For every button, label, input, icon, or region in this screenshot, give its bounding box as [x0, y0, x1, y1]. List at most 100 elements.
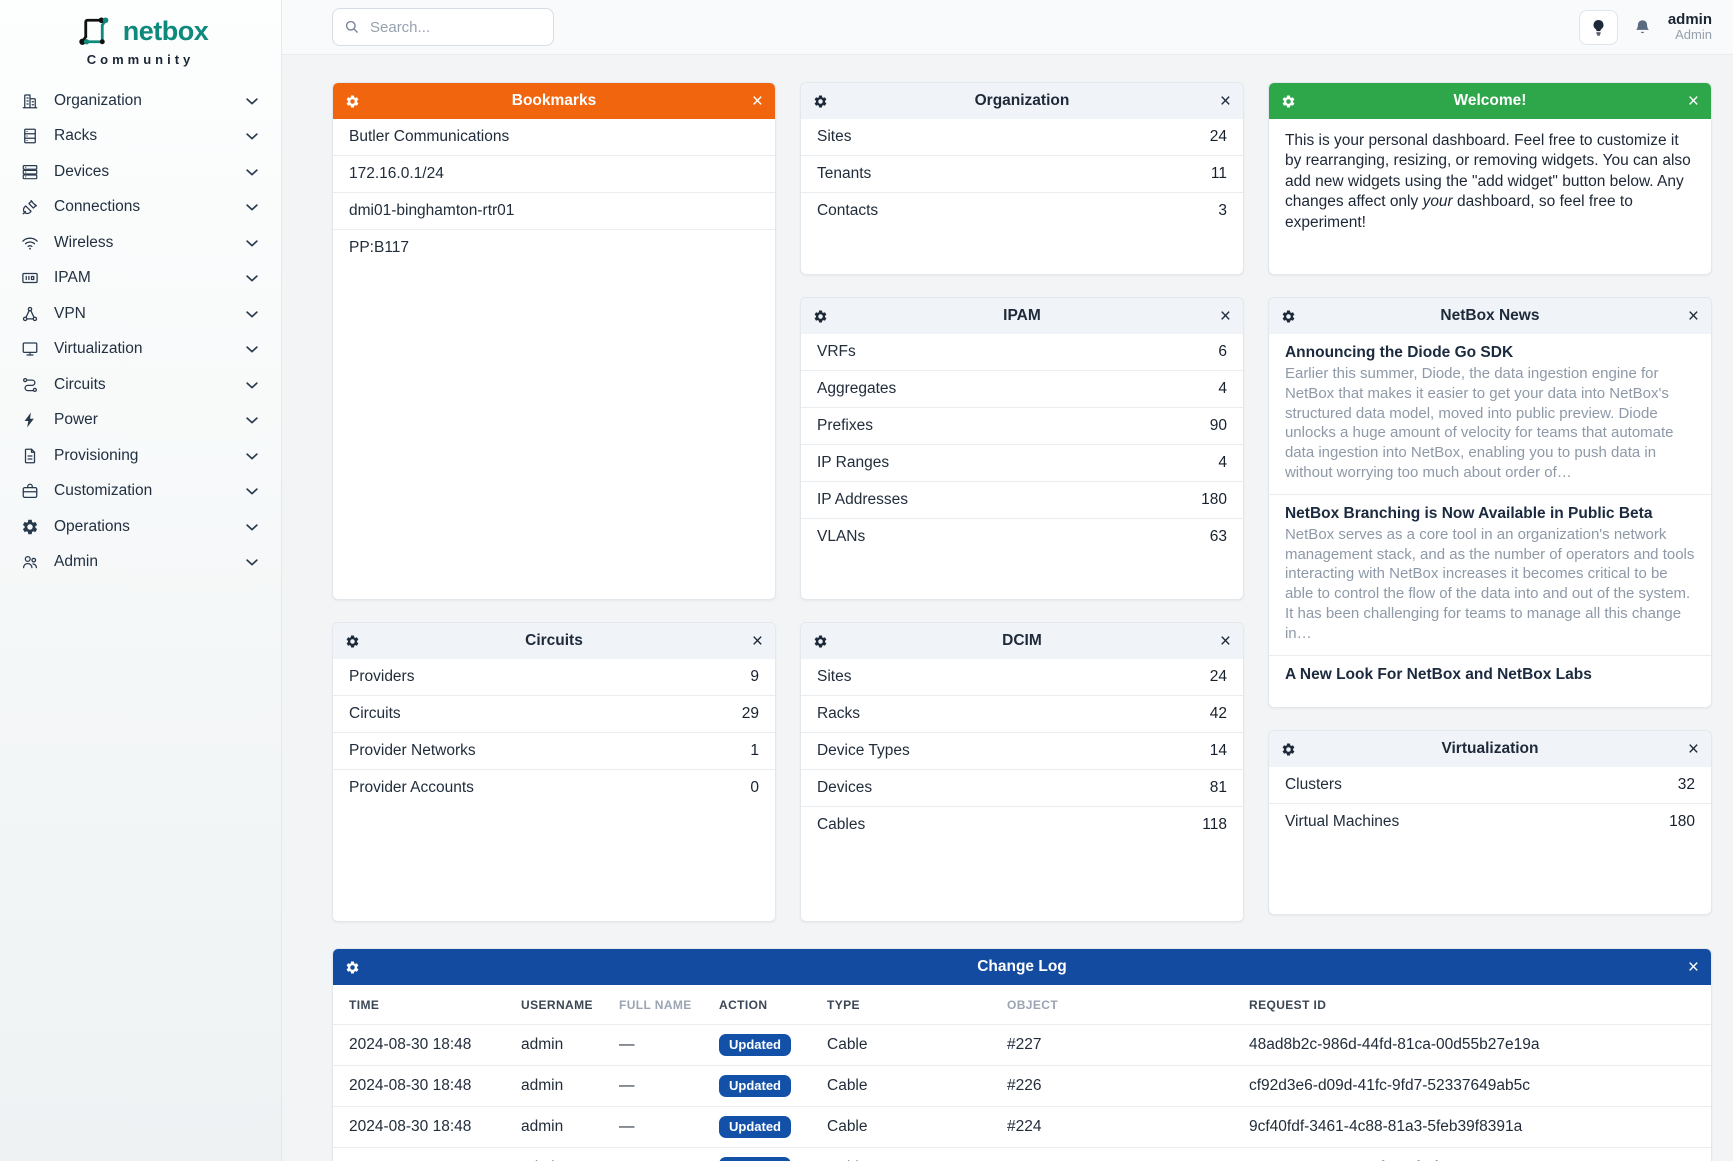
- widget-close-button[interactable]: ×: [1687, 956, 1699, 978]
- widget-config-button[interactable]: [813, 634, 835, 649]
- organization-icon: [21, 92, 39, 110]
- sidebar-item-ipam[interactable]: IPAM: [0, 261, 281, 297]
- sidebar-item-connections[interactable]: Connections: [0, 190, 281, 226]
- sidebar-item-power[interactable]: Power: [0, 403, 281, 439]
- stat-row[interactable]: Aggregates 4: [800, 370, 1243, 407]
- change-object-link[interactable]: #224: [1007, 1106, 1249, 1148]
- stat-label: Circuits: [349, 705, 401, 722]
- stat-row[interactable]: Cables 118: [800, 806, 1243, 843]
- sidebar-item-admin[interactable]: Admin: [0, 545, 281, 581]
- sidebar-item-organization[interactable]: Organization: [0, 83, 281, 119]
- stat-row[interactable]: Contacts 3: [800, 192, 1243, 229]
- stat-row[interactable]: Devices 81: [800, 769, 1243, 806]
- bookmark-item[interactable]: PP:B117: [333, 229, 775, 266]
- search-input[interactable]: [332, 8, 554, 46]
- stat-row[interactable]: Provider Accounts 0: [333, 769, 775, 806]
- stat-row[interactable]: Virtual Machines 180: [1268, 803, 1711, 840]
- widget-title: IPAM: [1003, 307, 1041, 324]
- change-time-link[interactable]: 2024-08-30 18:48: [333, 1024, 521, 1066]
- stat-row[interactable]: IP Ranges 4: [800, 444, 1243, 481]
- sidebar-item-circuits[interactable]: Circuits: [0, 367, 281, 403]
- stat-row[interactable]: IP Addresses 180: [800, 481, 1243, 518]
- change-username: admin: [521, 1147, 619, 1161]
- stat-row[interactable]: VRFs 6: [801, 334, 1243, 370]
- organization-widget-header: Organization ×: [800, 83, 1243, 119]
- sidebar-item-label: Circuits: [54, 375, 106, 393]
- sidebar-item-virtualization[interactable]: Virtualization: [0, 332, 281, 368]
- stat-row[interactable]: Racks 42: [800, 695, 1243, 732]
- widget-close-button[interactable]: ×: [1687, 738, 1699, 760]
- sidebar-item-provisioning[interactable]: Provisioning: [0, 438, 281, 474]
- stat-row[interactable]: Tenants 11: [800, 155, 1243, 192]
- stat-row[interactable]: Device Types 14: [800, 732, 1243, 769]
- sidebar-item-wireless[interactable]: Wireless: [0, 225, 281, 261]
- netbox-logo-link[interactable]: netbox: [0, 12, 281, 50]
- stat-label: Provider Networks: [349, 742, 476, 759]
- widget-config-button[interactable]: [345, 634, 367, 649]
- bookmark-item[interactable]: dmi01-binghamton-rtr01: [333, 192, 775, 229]
- widget-close-button[interactable]: ×: [1219, 630, 1231, 652]
- widget-config-button[interactable]: [1281, 94, 1303, 109]
- stat-row[interactable]: VLANs 63: [800, 518, 1243, 555]
- sidebar-item-label: Admin: [54, 553, 98, 571]
- news-headline-link[interactable]: A New Look For NetBox and NetBox Labs: [1284, 665, 1592, 683]
- stat-label: Clusters: [1284, 776, 1342, 793]
- stat-label: Sites: [816, 668, 852, 685]
- widget-close-button[interactable]: ×: [751, 630, 763, 652]
- dcim-stats: Sites 24 Racks 42 Device Types 14 Device…: [800, 659, 1243, 843]
- news-headline-link[interactable]: NetBox Branching is Now Available in Pub…: [1284, 504, 1653, 522]
- stat-row[interactable]: Sites 24: [801, 659, 1243, 695]
- sidebar-item-devices[interactable]: Devices: [0, 154, 281, 190]
- change-log-row: 2024-08-30 18:48 admin — Updated Cable #…: [333, 1065, 1711, 1107]
- bookmark-item[interactable]: 172.16.0.1/24: [333, 155, 775, 192]
- user-menu[interactable]: admin Admin: [1668, 11, 1712, 43]
- widget-close-button[interactable]: ×: [1219, 90, 1231, 112]
- stat-value: 81: [1209, 779, 1227, 796]
- change-request-id-link[interactable]: 48ad8b2c-986d-44fd-81ca-00d55b27e19a: [1249, 1024, 1711, 1066]
- theme-toggle-button[interactable]: [1578, 9, 1618, 45]
- change-object-link[interactable]: #227: [1007, 1024, 1249, 1066]
- welcome-widget: Welcome! × This is your personal dashboa…: [1267, 82, 1712, 275]
- change-request-id-link[interactable]: 9cf40fdf-3461-4c88-81a3-5feb39f8391a: [1249, 1106, 1711, 1148]
- stat-row[interactable]: Providers 9: [333, 659, 775, 695]
- widget-close-button[interactable]: ×: [1687, 90, 1699, 112]
- sidebar-item-vpn[interactable]: VPN: [0, 296, 281, 332]
- virtualization-stats: Clusters 32 Virtual Machines 180: [1268, 767, 1711, 840]
- change-request-id-link[interactable]: cf92d3e6-d09d-41fc-9fd7-52337649ab5c: [1249, 1065, 1711, 1107]
- sidebar-item-racks[interactable]: Racks: [0, 119, 281, 155]
- widget-config-button[interactable]: [813, 309, 835, 324]
- widget-close-button[interactable]: ×: [751, 90, 763, 112]
- change-object-link[interactable]: #226: [1007, 1065, 1249, 1107]
- dashboard: Bookmarks × Butler Communications 172.16…: [282, 55, 1733, 1161]
- widget-config-button[interactable]: [1281, 742, 1303, 757]
- organization-widget: Organization × Sites 24 Tenants 11 Conta…: [799, 82, 1244, 275]
- change-time-link[interactable]: 2024-08-30 18:48: [333, 1106, 521, 1148]
- stat-row[interactable]: Clusters 32: [1269, 767, 1711, 803]
- widget-config-button[interactable]: [345, 960, 367, 975]
- stat-value: 14: [1209, 742, 1227, 759]
- notifications-button[interactable]: [1633, 18, 1652, 37]
- widget-close-button[interactable]: ×: [1687, 305, 1699, 327]
- stat-row[interactable]: Provider Networks 1: [333, 732, 775, 769]
- change-time-link[interactable]: 2024-08-30 18:47: [333, 1147, 521, 1161]
- change-object-link[interactable]: #224: [1007, 1147, 1249, 1161]
- change-request-id-link[interactable]: 7a3a4a3a-aaa9-47f2-99f6-f89391a997a3: [1249, 1147, 1711, 1161]
- stat-row[interactable]: Prefixes 90: [800, 407, 1243, 444]
- wireless-icon: [21, 234, 39, 252]
- operations-icon: [21, 518, 39, 536]
- sidebar-item-customization[interactable]: Customization: [0, 474, 281, 510]
- bookmark-item[interactable]: Butler Communications: [333, 119, 775, 155]
- stat-row[interactable]: Sites 24: [801, 119, 1243, 155]
- widget-config-button[interactable]: [1281, 309, 1303, 324]
- widget-config-button[interactable]: [813, 94, 835, 109]
- topbar-actions: admin Admin: [1578, 9, 1712, 45]
- dcim-widget-header: DCIM ×: [800, 623, 1243, 659]
- widget-close-button[interactable]: ×: [1219, 305, 1231, 327]
- change-log-header-row: TIME USERNAME FULL NAME ACTION TYPE OBJE…: [333, 985, 1711, 1025]
- change-time-link[interactable]: 2024-08-30 18:48: [333, 1065, 521, 1107]
- stat-label: Racks: [816, 705, 861, 722]
- stat-row[interactable]: Circuits 29: [333, 695, 775, 732]
- sidebar-item-operations[interactable]: Operations: [0, 509, 281, 545]
- news-headline-link[interactable]: Announcing the Diode Go SDK: [1284, 344, 1514, 361]
- widget-config-button[interactable]: [345, 94, 367, 109]
